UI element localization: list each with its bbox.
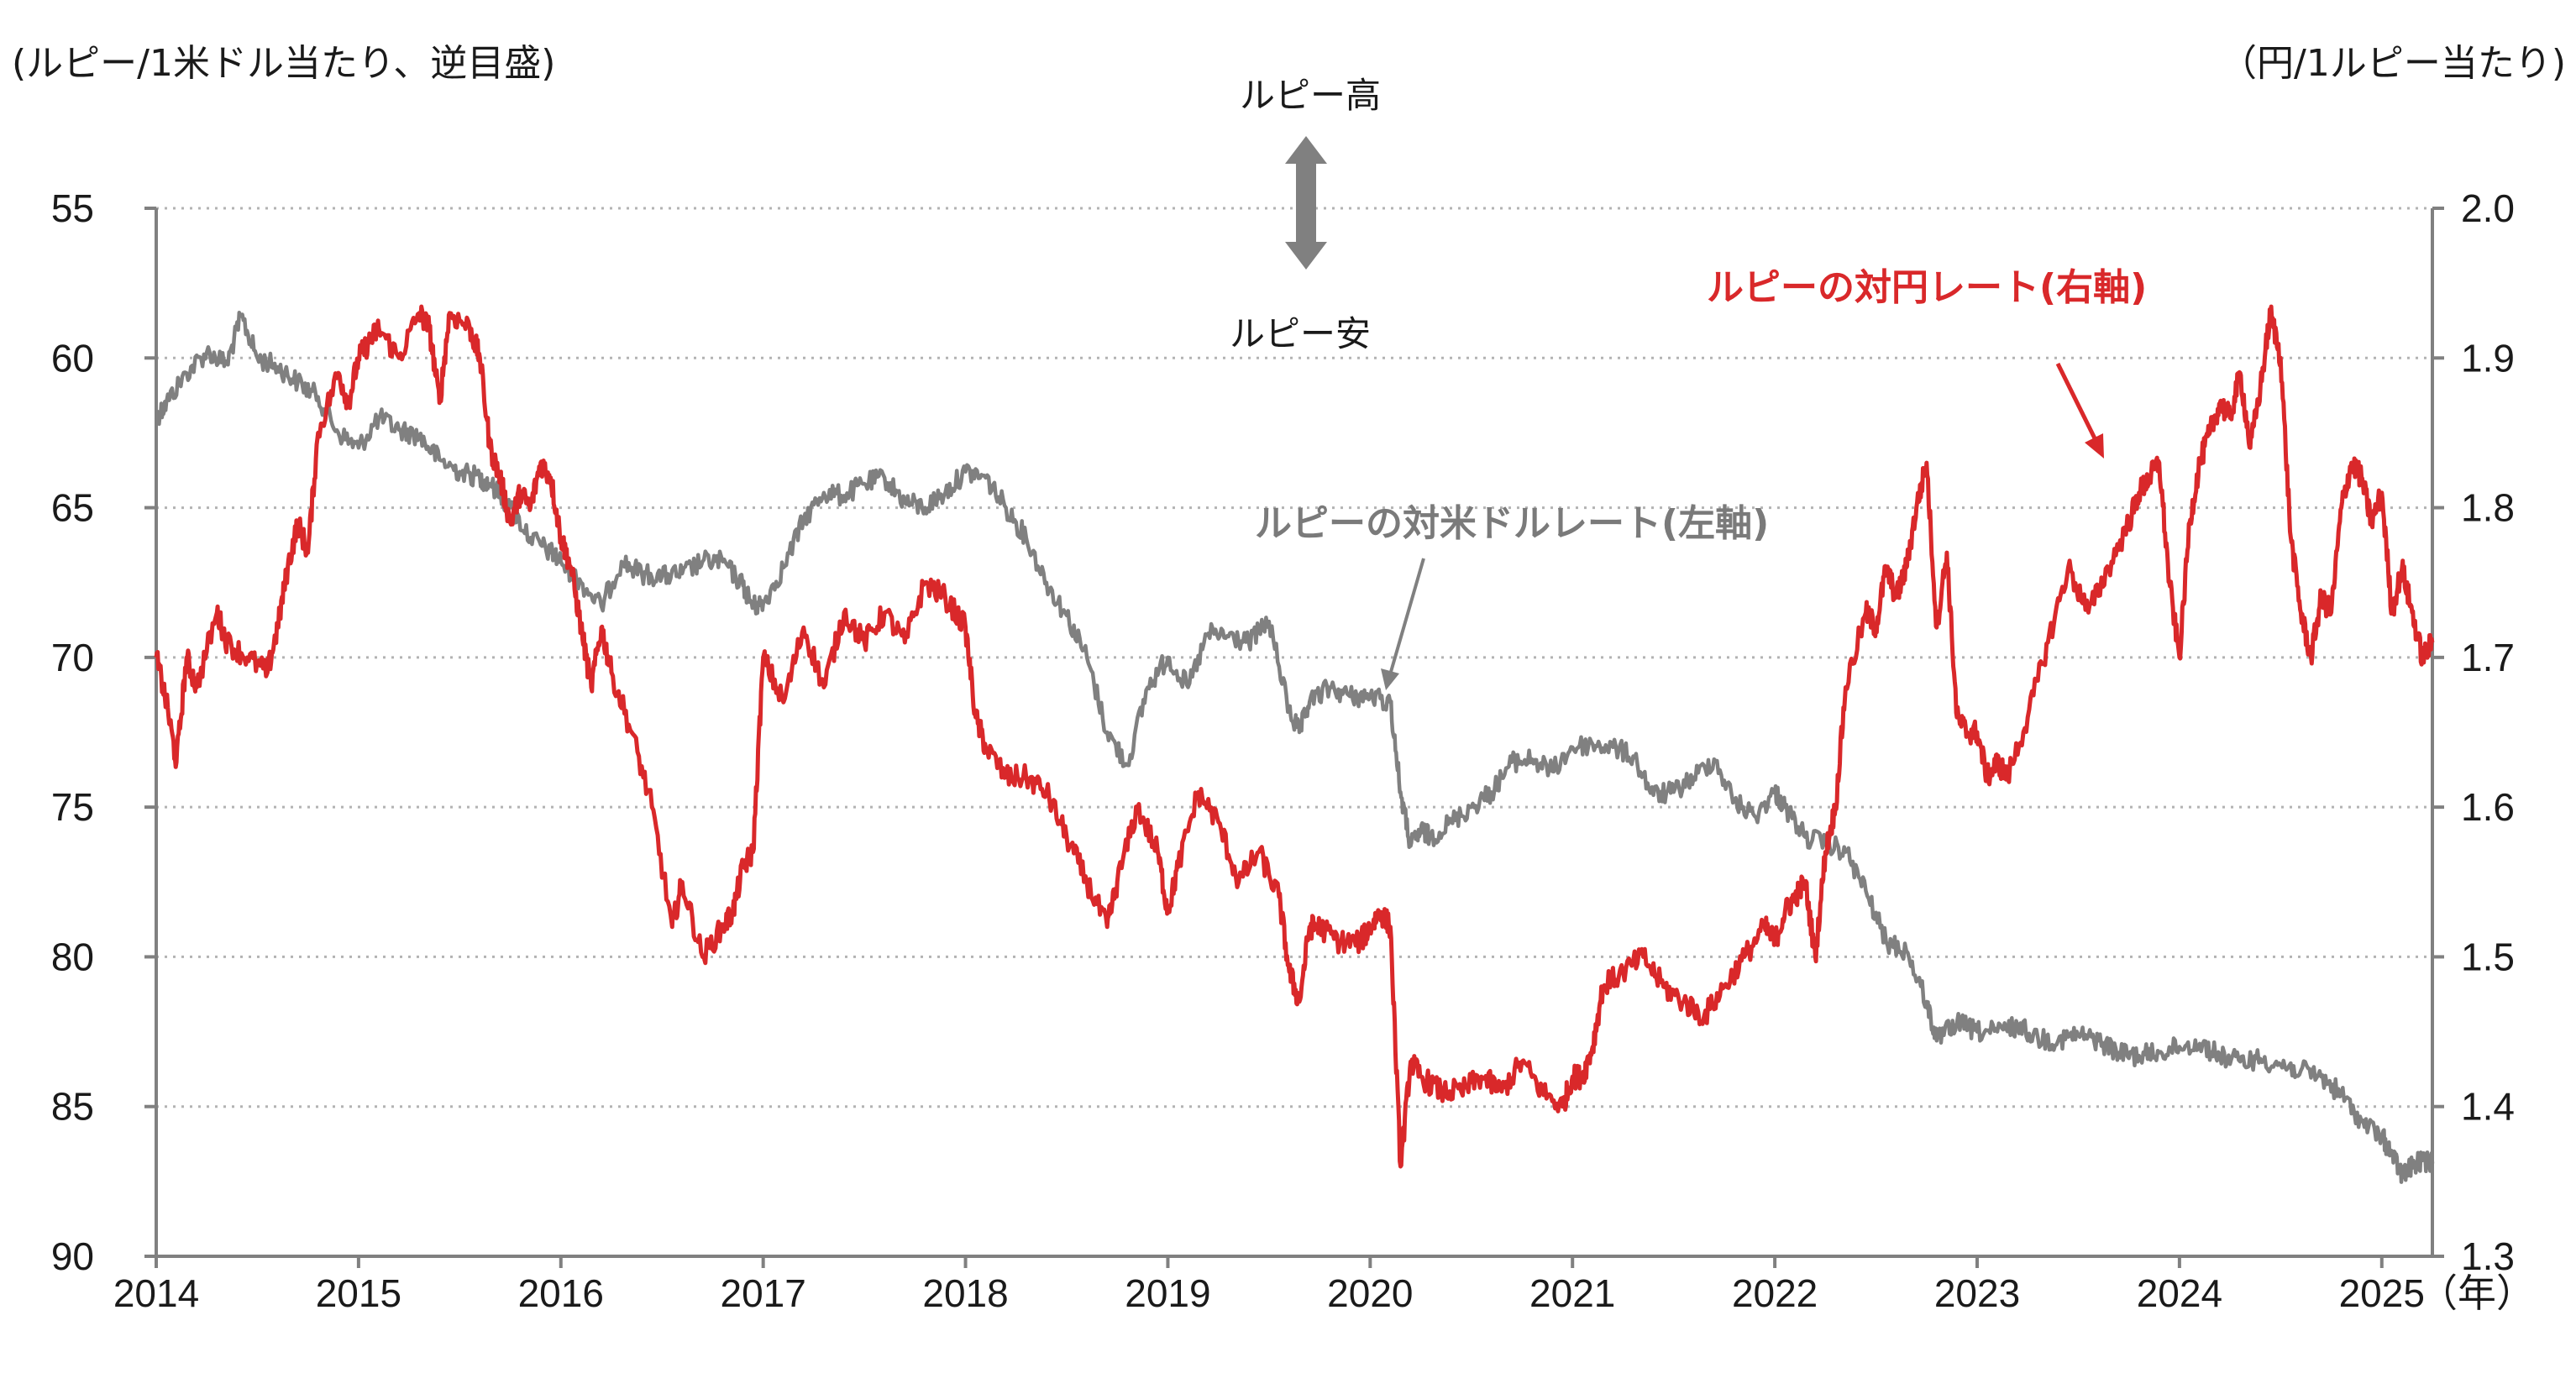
x-tick-label: 2024 (2137, 1271, 2222, 1315)
left-tick-label: 85 (51, 1085, 94, 1129)
series-layer (154, 304, 2435, 1184)
usd-series-annotation: ルピーの対米ドルレート(左軸) (1255, 502, 1769, 690)
jpy-annotation-arrowhead (2085, 433, 2104, 459)
left-tick-label: 55 (51, 186, 94, 230)
grid-lines (156, 207, 2432, 1108)
right-tick-label: 1.6 (2461, 785, 2515, 829)
left-axis-ticks: 55 60 65 70 75 80 85 90 (51, 186, 156, 1278)
left-tick-label: 70 (51, 636, 94, 679)
double-arrow-icon (1285, 136, 1327, 270)
right-tick-label: 1.5 (2461, 935, 2515, 978)
right-axis-ticks: 2.0 1.9 1.8 1.7 1.6 1.5 1.4 1.3 (2432, 186, 2515, 1278)
jpy-annotation-arrow-line (2055, 362, 2097, 440)
usd-series-label: ルピーの対米ドルレート(左軸) (1255, 502, 1769, 545)
usd-annotation-arrow-line (1389, 558, 1425, 673)
x-tick-label: 2019 (1125, 1271, 1210, 1315)
jpy-series-annotation: ルピーの対円レート(右軸) (1707, 266, 2147, 459)
x-tick-label: 2018 (922, 1271, 1008, 1315)
x-axis-ticks: 2014 2015 2016 2017 2018 2019 2020 2021 2022 2023… (113, 1256, 2425, 1315)
x-tick-label: 2016 (518, 1271, 604, 1315)
right-tick-label: 1.8 (2461, 486, 2515, 530)
left-tick-label: 90 (51, 1234, 94, 1278)
usd-rate-line (154, 310, 2435, 1184)
right-tick-label: 1.7 (2461, 636, 2515, 679)
usd-annotation-arrowhead (1381, 668, 1399, 690)
left-axis-unit: (ルピー/1米ドル当たり、逆目盛) (12, 42, 555, 85)
x-tick-label: 2022 (1732, 1271, 1818, 1315)
x-axis-unit: （年） (2419, 1271, 2535, 1315)
jpy-rate-line (154, 304, 2435, 1169)
x-tick-label: 2021 (1529, 1271, 1615, 1315)
right-tick-label: 1.3 (2461, 1234, 2515, 1278)
left-tick-label: 80 (51, 935, 94, 978)
right-tick-label: 1.9 (2461, 336, 2515, 380)
left-tick-label: 65 (51, 486, 94, 530)
x-tick-label: 2017 (720, 1271, 805, 1315)
x-tick-label: 2023 (1934, 1271, 2020, 1315)
x-tick-label: 2015 (316, 1271, 401, 1315)
x-tick-label: 2025 (2339, 1271, 2425, 1315)
x-tick-label: 2020 (1327, 1271, 1413, 1315)
arrow-down-label: ルピー安 (1230, 313, 1371, 354)
left-tick-label: 75 (51, 785, 94, 829)
axes (155, 208, 2434, 1258)
direction-indicator: ルピー高 ルピー安 (1230, 75, 1381, 354)
right-tick-label: 1.4 (2461, 1085, 2515, 1129)
right-axis-unit: （円/1ルピー当たり) (2220, 42, 2566, 85)
x-tick-label: 2014 (113, 1271, 199, 1315)
right-tick-label: 2.0 (2461, 186, 2515, 230)
arrow-up-label: ルピー高 (1240, 75, 1381, 116)
jpy-series-label: ルピーの対円レート(右軸) (1707, 266, 2147, 309)
left-tick-label: 60 (51, 336, 94, 380)
